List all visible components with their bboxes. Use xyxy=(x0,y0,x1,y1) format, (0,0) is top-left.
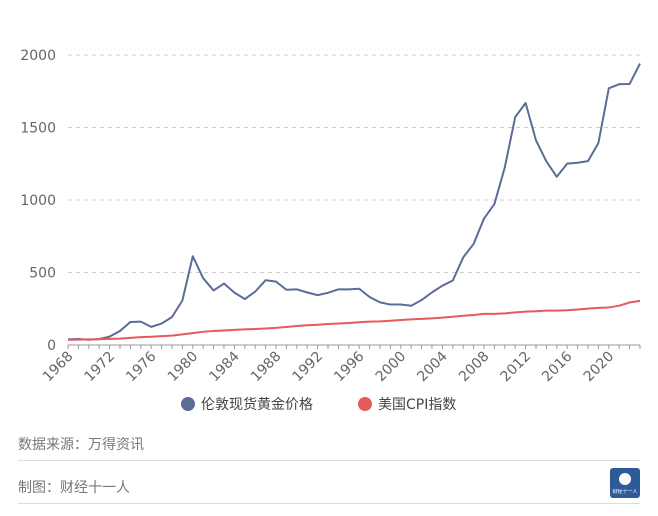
y-axis: 0 500 1000 1500 2000 xyxy=(20,48,56,354)
logo-text: 财经十一人 xyxy=(612,489,638,495)
series-line-1 xyxy=(67,299,641,341)
series-line-0 xyxy=(67,63,641,341)
x-tick-label: 1984 xyxy=(206,348,243,385)
x-tick-label: 1980 xyxy=(165,349,202,386)
series-lines xyxy=(67,63,641,341)
y-tick-label: 1500 xyxy=(20,121,56,137)
legend-marker xyxy=(358,397,372,411)
y-tick-label: 0 xyxy=(47,338,56,354)
x-tick-label: 2004 xyxy=(414,348,451,385)
x-tick-label: 2000 xyxy=(373,349,410,386)
x-tick-label: 1992 xyxy=(290,349,327,386)
y-tick-label: 1000 xyxy=(20,193,56,209)
logo-mark-icon xyxy=(619,473,631,485)
legend: 伦敦现货黄金价格 美国CPI指数 xyxy=(181,396,456,413)
x-tick-label: 1976 xyxy=(123,348,160,385)
x-tick-label: 2008 xyxy=(456,349,493,386)
divider xyxy=(18,460,640,461)
x-tick-label: 1988 xyxy=(248,349,285,386)
legend-marker xyxy=(181,397,195,411)
x-tick-label: 1996 xyxy=(331,348,368,385)
legend-label: 伦敦现货黄金价格 xyxy=(201,396,313,413)
y-tick-label: 2000 xyxy=(20,48,56,64)
y-tick-label: 500 xyxy=(29,266,56,282)
divider xyxy=(18,503,640,504)
x-tick-label: 1968 xyxy=(40,349,77,386)
data-source-note: 数据来源：万得资讯 xyxy=(18,437,144,453)
x-tick-label: 2020 xyxy=(581,349,618,386)
chart-maker-note: 制图：财经十一人 xyxy=(18,480,130,496)
x-tick-label: 1972 xyxy=(82,349,119,386)
x-axis: 1968 1972 1976 1980 1984 1988 1992 1996 2000 2004… xyxy=(40,344,641,386)
grid-lines xyxy=(68,54,640,273)
chart: 0 500 1000 1500 2000 1968 1972 1976 1980 1984 198… xyxy=(20,48,641,413)
x-tick-label: 2012 xyxy=(498,349,535,386)
x-tick-label: 2016 xyxy=(539,348,576,385)
brand-logo: 财经十一人 xyxy=(610,468,640,498)
legend-label: 美国CPI指数 xyxy=(378,397,456,413)
